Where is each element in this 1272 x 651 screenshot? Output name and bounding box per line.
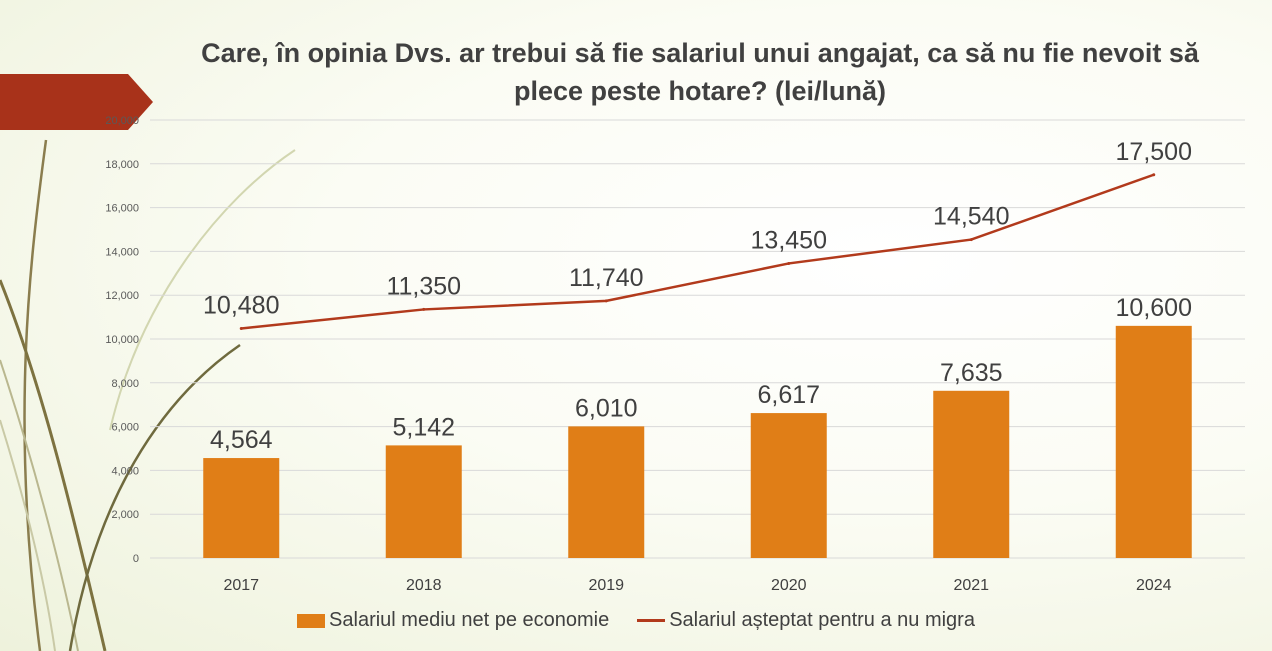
- accent-banner: [0, 74, 153, 130]
- line-data-label: 17,500: [1116, 138, 1192, 166]
- bar-data-label: 10,600: [1116, 294, 1192, 322]
- legend-label-bar: Salariul mediu net pe economie: [329, 609, 610, 631]
- x-tick-label: 2020: [771, 577, 807, 594]
- legend-swatch-line: [637, 619, 666, 622]
- line-point: [422, 307, 426, 311]
- y-tick-label: 20,000: [105, 115, 139, 127]
- legend: Salariul mediu net pe economie Salariul …: [0, 609, 1272, 632]
- bar: [385, 445, 462, 558]
- y-axis: 0 2,000 4,000 6,000 8,000 10,000 12,000 14,000 1…: [105, 115, 139, 565]
- x-tick-label: 2018: [406, 577, 442, 594]
- line-data-label: 14,540: [933, 203, 1009, 231]
- bar: [568, 426, 645, 558]
- gridlines: [150, 119, 1245, 559]
- decor-curve: [68, 343, 241, 651]
- y-tick-label: 6,000: [111, 422, 139, 434]
- bar-data-label: 5,142: [392, 413, 455, 441]
- line-data-label: 13,450: [751, 226, 827, 254]
- bar-data-label: 4,564: [210, 426, 273, 454]
- data-labels: 4,564 5,142 6,010 6,617 7,635 10,600 10,480 11,…: [203, 138, 1192, 454]
- decor-curve: [109, 149, 296, 431]
- bar-series: [203, 325, 1192, 558]
- decor-curve: [0, 359, 79, 651]
- line-point: [239, 326, 243, 330]
- line-point: [1152, 173, 1156, 177]
- x-tick-label: 2024: [1136, 577, 1172, 594]
- line-point: [604, 299, 608, 303]
- bar: [933, 390, 1010, 558]
- y-tick-label: 14,000: [105, 246, 139, 258]
- y-tick-label: 2,000: [111, 509, 139, 521]
- x-tick-label: 2017: [223, 577, 259, 594]
- x-tick-label: 2019: [588, 577, 624, 594]
- y-tick-label: 4,000: [111, 465, 139, 477]
- legend-item-bar[interactable]: Salariul mediu net pe economie: [297, 609, 609, 632]
- y-tick-label: 0: [133, 553, 139, 565]
- decor-curve: [0, 279, 107, 651]
- y-tick-label: 16,000: [105, 203, 139, 215]
- chart-title: Care, în opinia Dvs. ar trebui să fie sa…: [201, 38, 1199, 106]
- bar: [750, 413, 827, 558]
- x-tick-label: 2021: [953, 577, 989, 594]
- bar: [203, 458, 280, 558]
- x-axis: 2017 2018 2019 2020 2021 2024: [223, 577, 1171, 594]
- bar-data-label: 6,617: [757, 381, 820, 409]
- line-point: [787, 261, 791, 265]
- y-tick-label: 12,000: [105, 290, 139, 302]
- line-series: [239, 173, 1156, 330]
- bar: [1115, 325, 1192, 558]
- line-data-label: 11,740: [569, 264, 644, 292]
- decor-curve: [0, 419, 56, 651]
- legend-item-line[interactable]: Salariul așteptat pentru a nu migra: [637, 609, 975, 632]
- y-tick-label: 10,000: [105, 334, 139, 346]
- line-data-label: 11,350: [386, 272, 461, 300]
- legend-swatch-bar: [297, 613, 326, 628]
- series-line: [241, 173, 1155, 330]
- legend-label-line: Salariul așteptat pentru a nu migra: [669, 609, 975, 631]
- line-data-label: 10,480: [203, 291, 279, 319]
- bar-data-label: 6,010: [575, 394, 638, 422]
- line-point: [969, 238, 973, 242]
- y-tick-label: 18,000: [105, 159, 139, 171]
- y-tick-label: 8,000: [111, 378, 139, 390]
- bar-data-label: 7,635: [940, 359, 1003, 387]
